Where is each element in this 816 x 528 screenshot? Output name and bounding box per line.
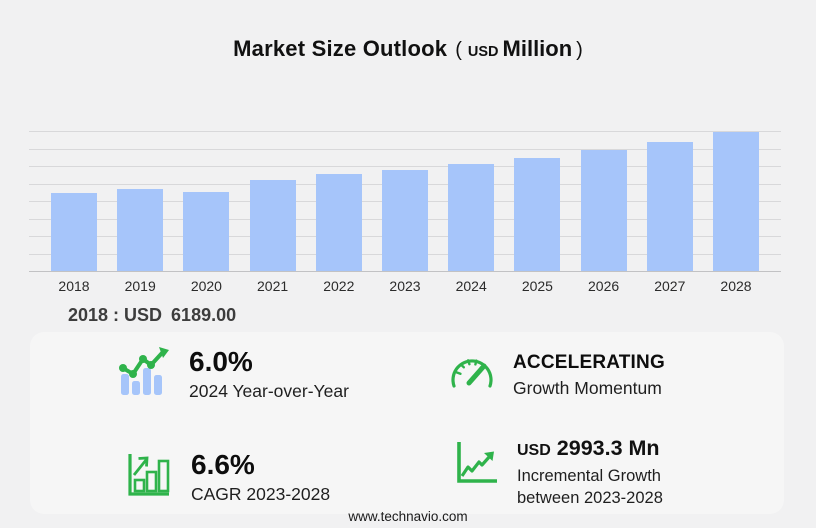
incremental-value: USD 2993.3 Mn: [517, 436, 663, 461]
bar-chart-plot: 2018 2019 2020 2021 2022 2023 2024 2025 2026 2027…: [29, 131, 781, 294]
stat-cagr: 6.6% CAGR 2023-2028: [122, 450, 330, 505]
bar-2023: [382, 170, 428, 271]
bar-2025: [514, 157, 561, 271]
x-tick-label-2026: 2026: [588, 278, 620, 294]
bar-2019: [117, 188, 164, 271]
yoy-value: 6.0%: [189, 346, 253, 377]
cagr-label: CAGR 2023-2028: [191, 484, 331, 504]
bar-2028: [713, 132, 759, 271]
base-year-annotation: 2018 : USD 6189.00: [68, 305, 236, 326]
bar-2024: [448, 164, 495, 271]
title-currency: USD: [467, 44, 499, 60]
x-tick-label-2025: 2025: [521, 278, 553, 294]
title-unit: Million: [502, 36, 573, 61]
bar-2027: [646, 141, 693, 271]
incremental-value-amount: 2993.3 Mn: [556, 436, 660, 460]
line-growth-axes-icon: [457, 442, 497, 483]
bar-2018: [51, 192, 97, 271]
stat-incremental-growth: USD 2993.3 Mn Incremental Growth between …: [450, 436, 663, 509]
x-tick-label-2020: 2020: [190, 278, 222, 294]
title-paren-open: (: [455, 39, 462, 61]
yoy-label: 2024 Year-over-Year: [189, 381, 349, 401]
speedometer-icon: [451, 359, 493, 388]
momentum-value: ACCELERATING: [513, 352, 665, 373]
x-axis-baseline: [29, 271, 781, 272]
bar-2026: [580, 149, 627, 271]
bar-2021: [249, 179, 296, 271]
bar-growth-arrow-icon: [128, 454, 170, 496]
cagr-value: 6.6%: [191, 449, 255, 480]
x-tick-label-2024: 2024: [455, 278, 487, 294]
incremental-label: Incremental Growth between 2023-2028: [517, 467, 663, 507]
website-link[interactable]: www.technavio.com: [348, 509, 468, 524]
stat-yoy-growth: 6.0% 2024 Year-over-Year: [118, 347, 349, 402]
stat-growth-momentum: ACCELERATING Growth Momentum: [448, 352, 665, 399]
x-tick-label-2018: 2018: [58, 278, 90, 294]
base-year-prefix: 2018 : USD: [68, 305, 163, 325]
x-tick-label-2019: 2019: [124, 278, 156, 294]
momentum-label: Growth Momentum: [513, 378, 662, 398]
gridline: [29, 148, 781, 150]
mini-bar-line-chart-icon: [119, 347, 169, 395]
x-tick-label-2022: 2022: [323, 278, 355, 294]
bar-2022: [315, 174, 362, 271]
x-tick-label-2021: 2021: [257, 278, 289, 294]
incremental-value-currency: USD: [517, 442, 551, 459]
gridline: [29, 131, 781, 132]
footer: www.technavio.com: [0, 509, 816, 524]
x-tick-label-2027: 2027: [654, 278, 686, 294]
chart-title: Market Size Outlook ( USD Million): [0, 36, 816, 62]
base-year-value: 6189.00: [171, 305, 237, 325]
gridline: [29, 166, 781, 167]
title-paren-close: ): [576, 39, 583, 61]
chart-title-main: Market Size Outlook: [233, 36, 448, 61]
bar-2020: [183, 192, 230, 271]
x-tick-label-2023: 2023: [389, 278, 421, 294]
x-tick-label-2028: 2028: [720, 278, 752, 294]
